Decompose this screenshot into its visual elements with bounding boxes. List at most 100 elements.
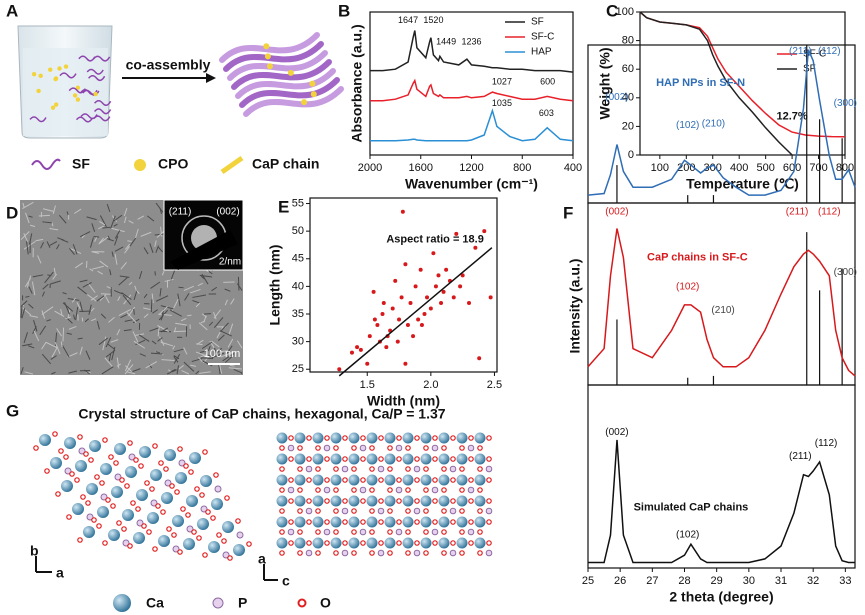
tem-fiber bbox=[128, 306, 136, 317]
x-tick-label: 2000 bbox=[358, 162, 382, 174]
o-atom bbox=[155, 503, 161, 509]
tem-fiber bbox=[87, 294, 97, 302]
tem-fiber bbox=[151, 340, 157, 345]
tem-fiber bbox=[166, 369, 177, 375]
o-atom bbox=[324, 435, 330, 441]
tem-fiber bbox=[187, 314, 192, 317]
tem-fiber bbox=[107, 343, 115, 350]
tem-fiber bbox=[25, 240, 29, 255]
o-atom bbox=[202, 552, 208, 558]
ca-atom bbox=[222, 521, 234, 533]
fiber bbox=[243, 86, 344, 117]
scatter-point bbox=[400, 209, 405, 214]
fiber bbox=[239, 77, 340, 108]
tem-fiber bbox=[161, 359, 175, 362]
tem-fiber bbox=[76, 302, 81, 310]
ca-atom bbox=[89, 440, 101, 452]
tem-fiber bbox=[62, 302, 74, 312]
tem-fiber bbox=[211, 286, 218, 292]
p-atom bbox=[136, 519, 144, 527]
tem-fiber bbox=[217, 334, 225, 341]
o-atom bbox=[468, 456, 474, 462]
o-atom bbox=[468, 540, 474, 546]
p-atom bbox=[395, 444, 403, 452]
panel-a: co-assembly SF CPO CaP chain bbox=[17, 25, 344, 175]
tem-fiber bbox=[41, 310, 46, 319]
p-atom bbox=[164, 479, 172, 487]
tem-fiber bbox=[173, 355, 180, 360]
tem-fiber bbox=[32, 326, 37, 334]
o-atom bbox=[450, 519, 456, 525]
p-atom bbox=[413, 507, 421, 515]
tem-fiber bbox=[84, 318, 90, 323]
tem-fiber bbox=[83, 369, 90, 375]
annotation: 12.7% bbox=[776, 110, 807, 122]
tem-fiber bbox=[101, 366, 114, 375]
ca-atom bbox=[384, 474, 396, 486]
scatter-point bbox=[428, 306, 433, 311]
panel-d: (211) (002) 2/nm 100 nm bbox=[20, 199, 244, 375]
y-tick-label: 25 bbox=[292, 363, 304, 375]
tem-fiber bbox=[229, 364, 235, 367]
tem-fiber bbox=[132, 318, 140, 324]
fiber bbox=[231, 59, 332, 90]
legend-label: SF bbox=[803, 64, 816, 75]
p-atom bbox=[287, 444, 295, 452]
o-atom bbox=[441, 445, 447, 451]
o-atom bbox=[423, 466, 429, 472]
p-atom bbox=[214, 485, 222, 493]
o-atom bbox=[69, 471, 75, 477]
tem-fiber bbox=[88, 304, 92, 315]
ca-atom bbox=[420, 516, 432, 528]
p-atom bbox=[128, 453, 136, 461]
tem-fiber bbox=[196, 339, 204, 345]
cpo-particle bbox=[53, 102, 59, 107]
annotation: Simulated CaP chains bbox=[634, 502, 749, 514]
tem-fiber bbox=[159, 207, 162, 215]
scatter-point bbox=[460, 273, 465, 278]
cpo-particle bbox=[63, 64, 69, 69]
p-atom bbox=[431, 444, 439, 452]
tem-fiber bbox=[80, 231, 91, 238]
tem-fiber bbox=[198, 356, 203, 363]
peak-label: (211) bbox=[789, 451, 812, 462]
tem-fiber bbox=[41, 353, 52, 365]
x-tick-label: 29 bbox=[711, 575, 723, 587]
ca-atom bbox=[108, 529, 120, 541]
o-atom bbox=[288, 498, 294, 504]
o-atom bbox=[387, 550, 393, 556]
ca-atom bbox=[208, 541, 220, 553]
p-atom bbox=[305, 549, 313, 557]
tem-fiber bbox=[73, 208, 82, 214]
annotation: 1035 bbox=[492, 98, 512, 108]
tem-fiber bbox=[67, 352, 78, 358]
o-atom bbox=[171, 532, 177, 538]
tem-fiber bbox=[133, 289, 138, 301]
o-atom bbox=[486, 477, 492, 483]
p-atom bbox=[449, 507, 457, 515]
tem-fiber bbox=[110, 339, 119, 343]
tem-fiber bbox=[98, 337, 108, 346]
y-tick-label: 80 bbox=[622, 35, 634, 47]
o-atom bbox=[77, 434, 83, 440]
o-atom bbox=[88, 457, 94, 463]
x-tick-label: 30 bbox=[743, 575, 755, 587]
p-atom bbox=[467, 486, 475, 494]
tem-fiber bbox=[180, 317, 187, 322]
y-tick-label: 60 bbox=[622, 63, 634, 75]
plot-frame bbox=[309, 197, 498, 373]
tem-fiber bbox=[120, 262, 127, 270]
o-atom bbox=[360, 540, 366, 546]
series-line bbox=[370, 30, 574, 73]
tem-fiber bbox=[106, 286, 112, 289]
tem-fiber bbox=[145, 361, 158, 369]
tem-fiber bbox=[157, 337, 163, 342]
tem-fiber bbox=[208, 321, 214, 326]
tem-fiber bbox=[108, 316, 115, 323]
tem-fiber bbox=[23, 332, 28, 344]
o-atom bbox=[432, 477, 438, 483]
o-atom bbox=[351, 466, 357, 472]
o-atom bbox=[315, 529, 321, 535]
o-atom bbox=[94, 474, 100, 480]
scatter-point bbox=[436, 273, 441, 278]
